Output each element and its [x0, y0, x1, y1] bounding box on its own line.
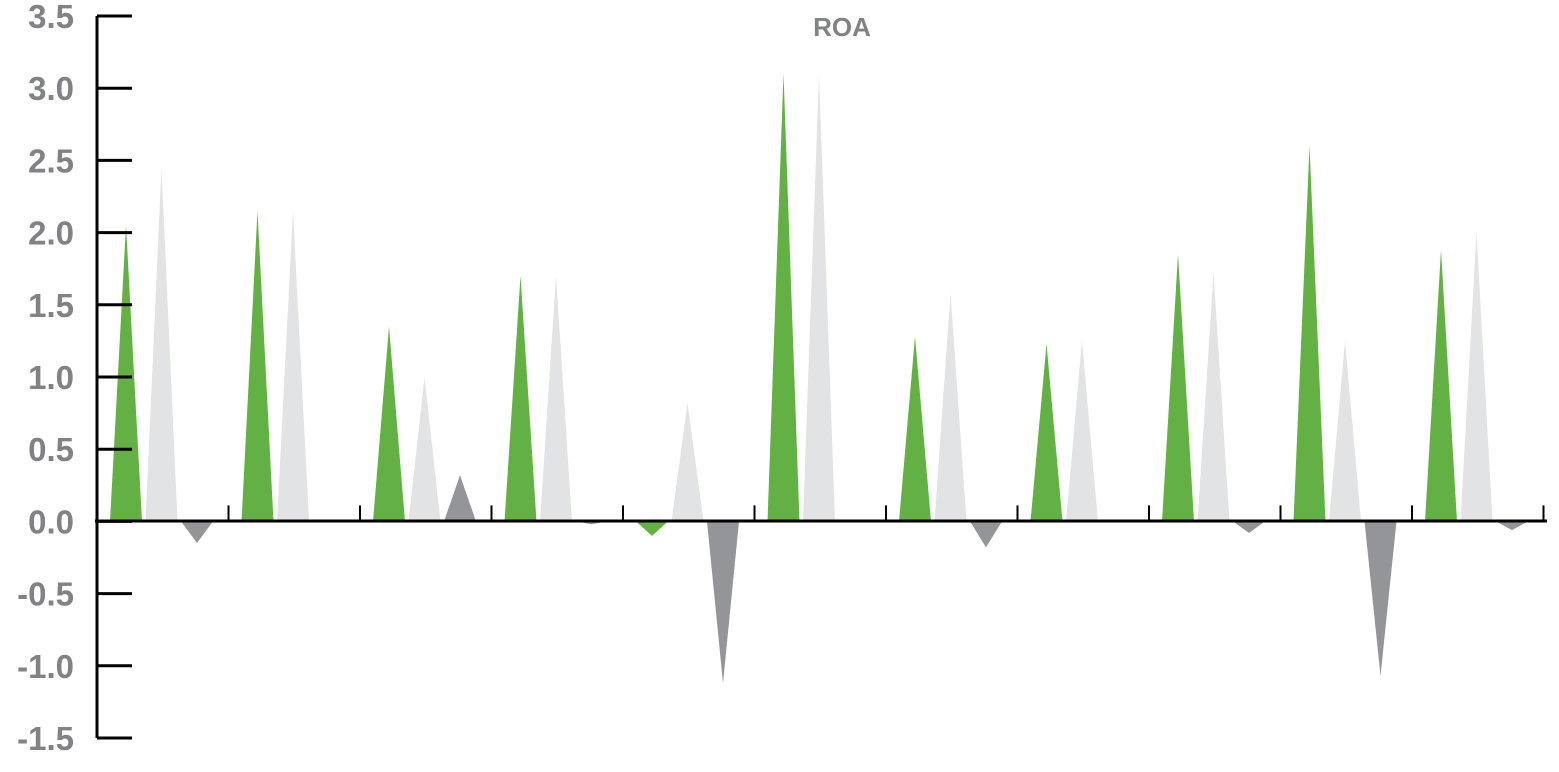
bar-s2-g9 — [1197, 273, 1230, 522]
y-tick-label: -1.0 — [17, 648, 74, 685]
bar-s3-g10 — [1364, 521, 1397, 676]
chart-title: ROA — [813, 12, 871, 42]
bar-s1-g2 — [241, 210, 274, 522]
y-tick-label: 3.5 — [28, 0, 74, 35]
bar-s3-g3 — [444, 475, 476, 522]
bar-s1-g11 — [1425, 249, 1457, 522]
bar-s1-g6 — [767, 73, 800, 522]
y-tick-label: 0.0 — [28, 503, 74, 540]
bars-layer — [110, 73, 1528, 684]
x-ticks — [227, 505, 1545, 522]
y-tick-label: 1.0 — [28, 359, 74, 396]
bar-s2-g8 — [1066, 340, 1098, 522]
bar-s1-g10 — [1293, 145, 1326, 522]
y-tick-label: 1.5 — [28, 287, 74, 324]
bar-s2-g2 — [277, 210, 309, 522]
y-tick-label: 2.5 — [28, 142, 74, 179]
y-ticks: 3.5 3.0 2.5 2.0 1.5 1.0 0.5 0.0 -0.5 -1.0 -1.5 — [17, 0, 132, 757]
bar-s1-g9 — [1162, 254, 1194, 522]
y-tick-label: -1.5 — [17, 720, 74, 757]
bar-s1-g4 — [504, 275, 537, 522]
y-tick-label: 0.5 — [28, 431, 74, 468]
bar-s2-g4 — [540, 275, 572, 522]
y-tick-label: 2.0 — [28, 215, 74, 252]
bar-s1-g5 — [636, 521, 668, 536]
bar-s1-g8 — [1030, 343, 1063, 522]
bar-s2-g6 — [803, 73, 835, 522]
bar-s2-g10 — [1329, 340, 1361, 522]
bar-s2-g5 — [671, 402, 704, 522]
bar-s1-g3 — [373, 326, 405, 522]
bar-s1-g7 — [899, 336, 931, 522]
bar-s1-g1 — [110, 225, 142, 522]
bar-s2-g3 — [408, 377, 441, 522]
y-tick-label: 3.0 — [28, 70, 74, 107]
bar-s2-g11 — [1460, 232, 1493, 522]
bar-s3-g5 — [707, 521, 739, 684]
bar-s2-g7 — [934, 293, 967, 522]
bar-s3-g1 — [181, 521, 213, 544]
y-tick-label: -0.5 — [17, 576, 74, 613]
bar-s2-g1 — [145, 167, 178, 522]
bar-s3-g9 — [1233, 521, 1265, 533]
bar-s3-g7 — [970, 521, 1002, 548]
bar-s3-g11 — [1496, 521, 1528, 531]
